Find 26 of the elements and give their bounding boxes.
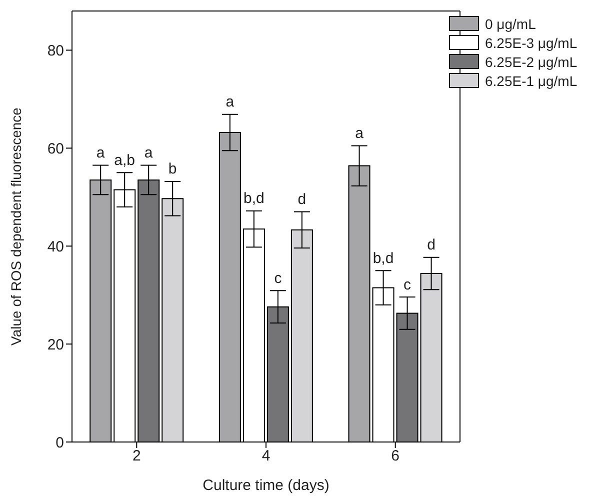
data-label: b — [168, 160, 177, 178]
y-tick-label: 40 — [47, 238, 64, 256]
y-tick-label: 20 — [47, 336, 64, 354]
data-label: a — [96, 144, 106, 162]
data-label: b,d — [372, 250, 394, 267]
y-tick-label: 60 — [47, 140, 64, 158]
data-label: a — [226, 94, 235, 111]
y-tick-label: 0 — [56, 434, 64, 452]
y-axis-title: Value of ROS dependent fluorescence — [8, 107, 24, 346]
legend-label: 6.25E-3 μg/mL — [484, 34, 578, 52]
data-label: a — [355, 125, 364, 142]
x-tick-label: 2 — [132, 448, 141, 465]
data-label: b,d — [244, 190, 264, 208]
y-tick-label: 80 — [47, 42, 64, 60]
data-label: a — [144, 144, 154, 162]
x-axis-title: Culture time (days) — [202, 477, 330, 494]
data-label: a,b — [114, 152, 136, 169]
legend-label: 0 μg/mL — [484, 14, 537, 33]
data-label: d — [298, 191, 306, 208]
data-label: d — [427, 236, 436, 254]
data-label: c — [404, 276, 412, 294]
x-tick-label: 4 — [262, 448, 270, 465]
legend-label: 6.25E-1 μg/mL — [484, 72, 578, 90]
data-label: c — [274, 270, 282, 287]
x-tick-label: 6 — [391, 448, 400, 465]
legend-label: 6.25E-2 μg/mL — [484, 52, 578, 71]
